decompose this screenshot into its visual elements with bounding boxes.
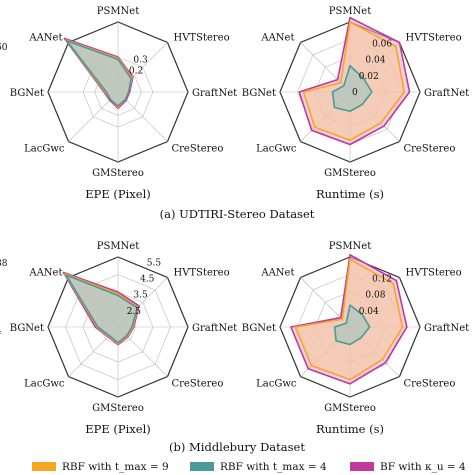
tick-label: 0.2 <box>129 66 143 76</box>
axis-label-graftnet: GraftNet <box>192 323 237 334</box>
axis-label-graftnet: GraftNet <box>424 88 469 99</box>
axis-label-crestereo: CreStereo <box>403 378 455 389</box>
series-polygon-rbf4 <box>333 304 371 346</box>
legend-swatch <box>32 462 56 471</box>
chart-title: Runtime (s) <box>316 187 384 201</box>
tick-label: 5.5 <box>147 258 162 268</box>
tick-label: 0.04 <box>365 56 385 66</box>
margin-label: 60 <box>0 43 8 53</box>
tick-label: 0.12 <box>372 274 392 284</box>
axis-label-graftnet: GraftNet <box>192 88 237 99</box>
axis-label-gmstereo: GMStereo <box>324 168 376 179</box>
series-polygon-rbf4 <box>65 274 138 344</box>
axis-label-lacgwc: LacGwc <box>256 143 297 154</box>
axis-label-gmstereo: GMStereo <box>324 403 376 414</box>
axis-label-bgnet: BGNet <box>242 323 276 334</box>
axis-label-hvtstereo: HVTStereo <box>173 33 229 44</box>
radar-chart-udtiri-epe: 0.20.3 PSMNet HVTStereo GraftNet CreStereo GM… <box>10 6 237 201</box>
legend-swatch <box>350 462 374 471</box>
tick-label: 4.5 <box>140 274 155 284</box>
chart-title: Runtime (s) <box>316 422 384 436</box>
axis-label-aanet: AANet <box>260 33 294 44</box>
axis-label-gmstereo: GMStereo <box>92 168 144 179</box>
legend-label: BF with κ_u = 4 <box>380 461 466 473</box>
legend-label: RBF with t_max = 4 <box>220 461 327 473</box>
tick-label: 0.3 <box>133 56 148 66</box>
axis-label-bgnet: BGNet <box>242 88 276 99</box>
axis-label-aanet: AANet <box>28 268 62 279</box>
radar-chart-udtiri-runtime: 00.02 0.04 0.06 PSMNet HVTStereo GraftNet CreS… <box>242 6 469 201</box>
axis-label-gmstereo: GMStereo <box>92 403 144 414</box>
axis-label-crestereo: CreStereo <box>403 143 455 154</box>
axis-label-aanet: AANet <box>260 268 294 279</box>
axis-label-graftnet: GraftNet <box>424 323 469 334</box>
axis-label-lacgwc: LacGwc <box>24 143 65 154</box>
legend-swatch <box>190 462 214 471</box>
axis-label-bgnet: BGNet <box>10 323 44 334</box>
axis-label-psmnet: PSMNet <box>97 6 140 17</box>
axis-label-psmnet: PSMNet <box>329 241 372 252</box>
chart-title: EPE (Pixel) <box>85 422 151 436</box>
axis-label-crestereo: CreStereo <box>171 143 223 154</box>
axis-label-psmnet: PSMNet <box>329 6 372 17</box>
series-polygon-rbf4 <box>66 40 132 107</box>
axis-label-bgnet: BGNet <box>10 88 44 99</box>
axis-label-crestereo: CreStereo <box>171 378 223 389</box>
axis-label-aanet: AANet <box>28 33 62 44</box>
tick-label: 0.06 <box>372 39 392 49</box>
legend-label: RBF with t_max = 9 <box>62 461 169 473</box>
tick-label: 2.5 <box>127 307 142 317</box>
caption-a: (a) UDTIRI-Stereo Dataset <box>160 207 315 221</box>
axis-label-psmnet: PSMNet <box>97 241 140 252</box>
axis-label-hvtstereo: HVTStereo <box>405 268 461 279</box>
tick-label: 0.04 <box>359 307 379 317</box>
axis-label-lacgwc: LacGwc <box>24 378 65 389</box>
tick-label: 0.02 <box>359 72 379 82</box>
radar-chart-middlebury-epe: 2.5 3.5 4.5 5.5 PSMNet HVTStereo GraftNet CreSt… <box>10 241 237 436</box>
tick-label: 3.5 <box>133 291 148 301</box>
tick-label: 0.08 <box>365 291 385 301</box>
margin-label: 88 <box>0 259 8 269</box>
tick-label: 0 <box>352 88 358 98</box>
caption-b: (b) Middlebury Dataset <box>169 440 305 454</box>
axis-label-hvtstereo: HVTStereo <box>173 268 229 279</box>
margin-label: 4 <box>0 327 2 337</box>
axis-label-lacgwc: LacGwc <box>256 378 297 389</box>
legend: RBF with t_max = 9 RBF with t_max = 4 BF w… <box>32 461 466 473</box>
chart-title: EPE (Pixel) <box>85 187 151 201</box>
radar-chart-middlebury-runtime: 0.04 0.08 0.12 PSMNet HVTStereo GraftNet CreSt… <box>242 241 469 436</box>
axis-label-hvtstereo: HVTStereo <box>405 33 461 44</box>
series-polygon-rbf4 <box>331 64 373 113</box>
